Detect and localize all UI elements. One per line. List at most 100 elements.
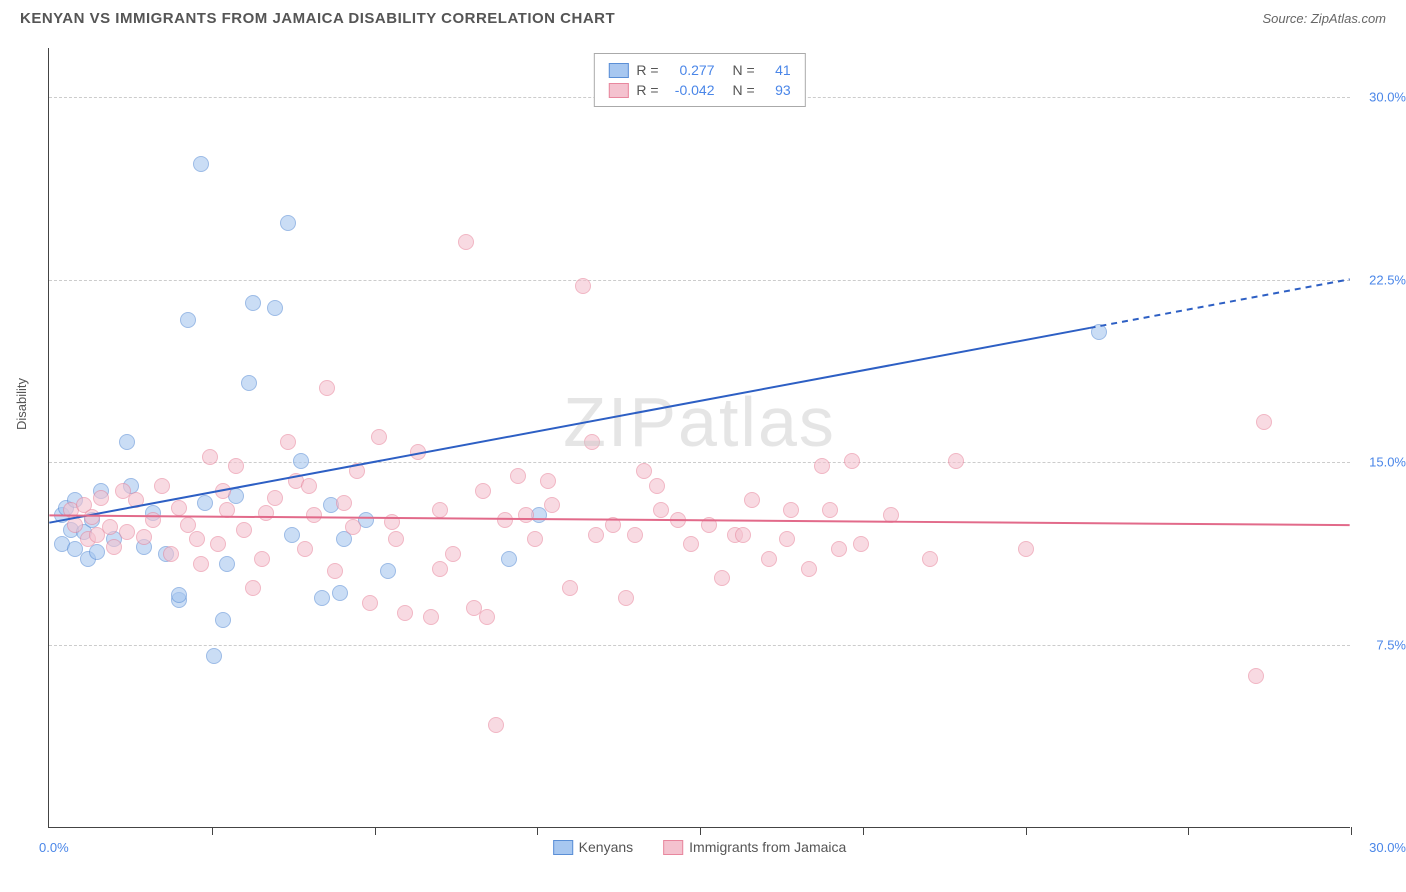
scatter-point: [171, 500, 187, 516]
scatter-point: [280, 434, 296, 450]
scatter-point: [853, 536, 869, 552]
scatter-point: [588, 527, 604, 543]
scatter-point: [501, 551, 517, 567]
x-tick: [700, 827, 701, 835]
trend-lines-layer: [49, 48, 1350, 827]
y-tick-label: 22.5%: [1369, 272, 1406, 287]
legend-series-label: Kenyans: [579, 839, 633, 855]
scatter-point: [332, 585, 348, 601]
scatter-point: [193, 156, 209, 172]
scatter-point: [1256, 414, 1272, 430]
scatter-point: [267, 300, 283, 316]
scatter-point: [349, 463, 365, 479]
correlation-legend: R =0.277N =41R =-0.042N =93: [593, 53, 805, 107]
scatter-point: [783, 502, 799, 518]
scatter-point: [518, 507, 534, 523]
scatter-point: [475, 483, 491, 499]
gridline: [49, 280, 1350, 281]
scatter-point: [384, 514, 400, 530]
scatter-point: [1018, 541, 1034, 557]
scatter-point: [154, 478, 170, 494]
scatter-point: [1248, 668, 1264, 684]
n-label: N =: [733, 82, 755, 98]
scatter-point: [241, 375, 257, 391]
scatter-point: [219, 556, 235, 572]
r-label: R =: [636, 82, 658, 98]
scatter-point: [1091, 324, 1107, 340]
scatter-point: [306, 507, 322, 523]
x-axis-max-label: 30.0%: [1369, 840, 1406, 855]
scatter-point: [119, 434, 135, 450]
scatter-point: [93, 490, 109, 506]
scatter-point: [301, 478, 317, 494]
scatter-point: [67, 517, 83, 533]
scatter-point: [510, 468, 526, 484]
scatter-point: [814, 458, 830, 474]
chart-title: KENYAN VS IMMIGRANTS FROM JAMAICA DISABI…: [20, 10, 615, 27]
legend-series-label: Immigrants from Jamaica: [689, 839, 846, 855]
x-tick: [1351, 827, 1352, 835]
x-tick: [863, 827, 864, 835]
y-axis-label: Disability: [14, 378, 29, 430]
legend-series-item: Immigrants from Jamaica: [663, 839, 846, 855]
scatter-point: [106, 539, 122, 555]
scatter-point: [236, 522, 252, 538]
scatter-point: [206, 648, 222, 664]
scatter-point: [683, 536, 699, 552]
legend-swatch: [663, 840, 683, 855]
scatter-point: [163, 546, 179, 562]
chart-plot-area: ZIPatlas R =0.277N =41R =-0.042N =93 Ken…: [48, 48, 1350, 828]
scatter-point: [636, 463, 652, 479]
chart-header: KENYAN VS IMMIGRANTS FROM JAMAICA DISABI…: [0, 0, 1406, 37]
legend-swatch: [608, 83, 628, 98]
series-legend: Kenyans Immigrants from Jamaica: [553, 839, 847, 855]
scatter-point: [362, 595, 378, 611]
scatter-point: [215, 612, 231, 628]
y-tick-label: 7.5%: [1376, 638, 1406, 653]
scatter-point: [245, 580, 261, 596]
legend-series-item: Kenyans: [553, 839, 633, 855]
scatter-point: [336, 495, 352, 511]
scatter-point: [410, 444, 426, 460]
scatter-point: [883, 507, 899, 523]
scatter-point: [458, 234, 474, 250]
scatter-point: [280, 215, 296, 231]
scatter-point: [189, 531, 205, 547]
scatter-point: [171, 587, 187, 603]
scatter-point: [293, 453, 309, 469]
scatter-point: [180, 517, 196, 533]
scatter-point: [327, 563, 343, 579]
gridline: [49, 645, 1350, 646]
scatter-point: [254, 551, 270, 567]
r-value: 0.277: [667, 62, 715, 78]
scatter-point: [714, 570, 730, 586]
scatter-point: [180, 312, 196, 328]
scatter-point: [801, 561, 817, 577]
scatter-point: [497, 512, 513, 528]
scatter-point: [245, 295, 261, 311]
scatter-point: [297, 541, 313, 557]
scatter-point: [215, 483, 231, 499]
scatter-point: [653, 502, 669, 518]
scatter-point: [388, 531, 404, 547]
scatter-point: [831, 541, 847, 557]
scatter-point: [193, 556, 209, 572]
scatter-point: [202, 449, 218, 465]
scatter-point: [744, 492, 760, 508]
scatter-point: [761, 551, 777, 567]
scatter-point: [822, 502, 838, 518]
scatter-point: [649, 478, 665, 494]
scatter-point: [948, 453, 964, 469]
chart-source: Source: ZipAtlas.com: [1262, 11, 1386, 26]
scatter-point: [432, 561, 448, 577]
scatter-point: [540, 473, 556, 489]
watermark-text: ZIPatlas: [563, 382, 836, 462]
scatter-point: [380, 563, 396, 579]
scatter-point: [627, 527, 643, 543]
scatter-point: [228, 458, 244, 474]
x-axis-min-label: 0.0%: [39, 840, 69, 855]
r-value: -0.042: [667, 82, 715, 98]
scatter-point: [84, 509, 100, 525]
scatter-point: [527, 531, 543, 547]
scatter-point: [284, 527, 300, 543]
